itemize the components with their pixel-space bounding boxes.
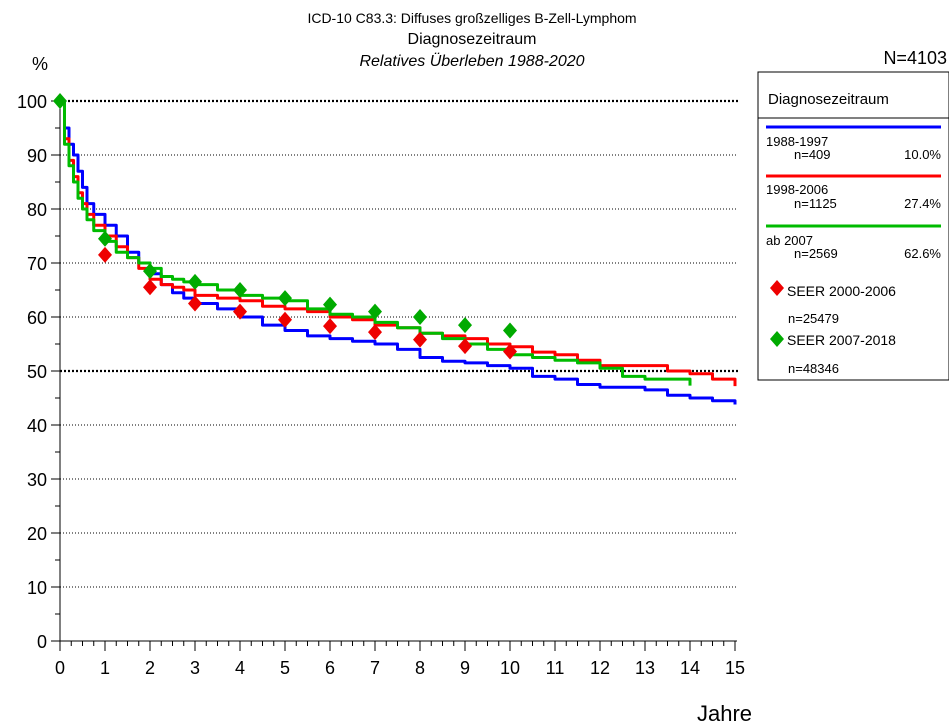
marker-seer-2007-2018-year-2 — [143, 263, 157, 280]
y-unit-label: % — [32, 54, 48, 74]
marker-seer-2007-2018-year-0 — [53, 93, 67, 109]
y-tick-label-30: 30 — [27, 470, 47, 490]
x-tick-label-13: 13 — [635, 658, 655, 678]
marker-seer-2007-2018-year-10 — [503, 322, 517, 339]
legend-n-seer-2007-2018: n=48346 — [788, 361, 839, 376]
marker-seer-2000-2006-year-7 — [368, 324, 382, 341]
x-tick-label-10: 10 — [500, 658, 520, 678]
seer-markers — [53, 93, 517, 360]
legend-pct-1998-2006: 27.4% — [904, 196, 941, 211]
marker-seer-2000-2006-year-3 — [188, 295, 202, 312]
marker-seer-2007-2018-year-7 — [368, 303, 382, 320]
x-tick-label-12: 12 — [590, 658, 610, 678]
x-tick-label-0: 0 — [55, 658, 65, 678]
legend-marker-seer-2000-2006 — [770, 280, 784, 296]
grid-lines — [60, 99, 738, 588]
marker-seer-2000-2006-year-5 — [278, 311, 292, 328]
marker-seer-2000-2006-year-9 — [458, 338, 472, 355]
legend-marker-seer-2007-2018 — [770, 331, 784, 347]
chart-title-line2: Diagnosezeitraum — [408, 31, 537, 48]
legend-label-seer-2000-2006: SEER 2000-2006 — [787, 283, 896, 299]
marker-seer-2000-2006-year-4 — [233, 303, 247, 320]
series-line-ab-2007 — [60, 99, 692, 386]
y-tick-label-0: 0 — [37, 632, 47, 652]
x-tick-label-15: 15 — [725, 658, 745, 678]
marker-seer-2007-2018-year-6 — [323, 296, 337, 313]
y-tick-label-40: 40 — [27, 416, 47, 436]
y-tick-label-10: 10 — [27, 578, 47, 598]
legend-label-1988-1997: 1988-1997 — [766, 134, 828, 149]
x-tick-label-7: 7 — [370, 658, 380, 678]
legend-n-ab-2007: n=2569 — [794, 246, 838, 261]
marker-seer-2007-2018-year-5 — [278, 290, 292, 307]
legend-n-1988-1997: n=409 — [794, 147, 831, 162]
marker-seer-2007-2018-year-8 — [413, 309, 427, 325]
legend-n-seer-2000-2006: n=25479 — [788, 311, 839, 326]
y-tick-label-100: 100 — [17, 92, 47, 112]
marker-seer-2007-2018-year-9 — [458, 317, 472, 334]
marker-seer-2000-2006-year-10 — [503, 343, 517, 360]
total-n-label: N=4103 — [883, 48, 947, 68]
x-tick-label-9: 9 — [460, 658, 470, 678]
marker-seer-2000-2006-year-1 — [98, 246, 112, 263]
series-line-1988-1997 — [60, 99, 737, 405]
legend-label-ab-2007: ab 2007 — [766, 233, 813, 248]
y-tick-label-60: 60 — [27, 308, 47, 328]
marker-seer-2000-2006-year-2 — [143, 279, 157, 296]
legend-label-seer-2007-2018: SEER 2007-2018 — [787, 332, 896, 348]
marker-seer-2000-2006-year-6 — [323, 318, 337, 335]
y-tick-label-50: 50 — [27, 362, 47, 382]
x-tick-label-1: 1 — [100, 658, 110, 678]
x-tick-label-2: 2 — [145, 658, 155, 678]
series-line-1998-2006 — [60, 99, 737, 387]
legend-title: Diagnosezeitraum — [768, 91, 889, 108]
x-tick-label-3: 3 — [190, 658, 200, 678]
y-tick-label-20: 20 — [27, 524, 47, 544]
legend-label-1998-2006: 1998-2006 — [766, 182, 828, 197]
legend-pct-1988-1997: 10.0% — [904, 147, 941, 162]
y-tick-label-70: 70 — [27, 254, 47, 274]
marker-seer-2007-2018-year-1 — [98, 230, 112, 247]
x-tick-label-6: 6 — [325, 658, 335, 678]
marker-seer-2000-2006-year-8 — [413, 331, 427, 348]
legend-n-1998-2006: n=1125 — [794, 196, 837, 211]
marker-seer-2007-2018-year-4 — [233, 282, 247, 298]
x-tick-label-8: 8 — [415, 658, 425, 678]
x-tick-label-4: 4 — [235, 658, 245, 678]
y-tick-label-80: 80 — [27, 200, 47, 220]
legend-pct-ab-2007: 62.6% — [904, 246, 941, 261]
x-tick-label-14: 14 — [680, 658, 700, 678]
series-lines — [60, 99, 737, 405]
x-tick-label-5: 5 — [280, 658, 290, 678]
marker-seer-2007-2018-year-3 — [188, 273, 202, 290]
chart-title-line1: ICD-10 C83.3: Diffuses großzelliges B-Ze… — [307, 10, 636, 26]
x-axis-label: Jahre — [697, 701, 752, 726]
chart-title-line3: Relatives Überleben 1988-2020 — [359, 52, 584, 70]
y-tick-label-90: 90 — [27, 146, 47, 166]
x-tick-label-11: 11 — [546, 658, 565, 678]
legend: Diagnosezeitraum 1988-1997 n=409 10.0% 1… — [757, 71, 949, 381]
